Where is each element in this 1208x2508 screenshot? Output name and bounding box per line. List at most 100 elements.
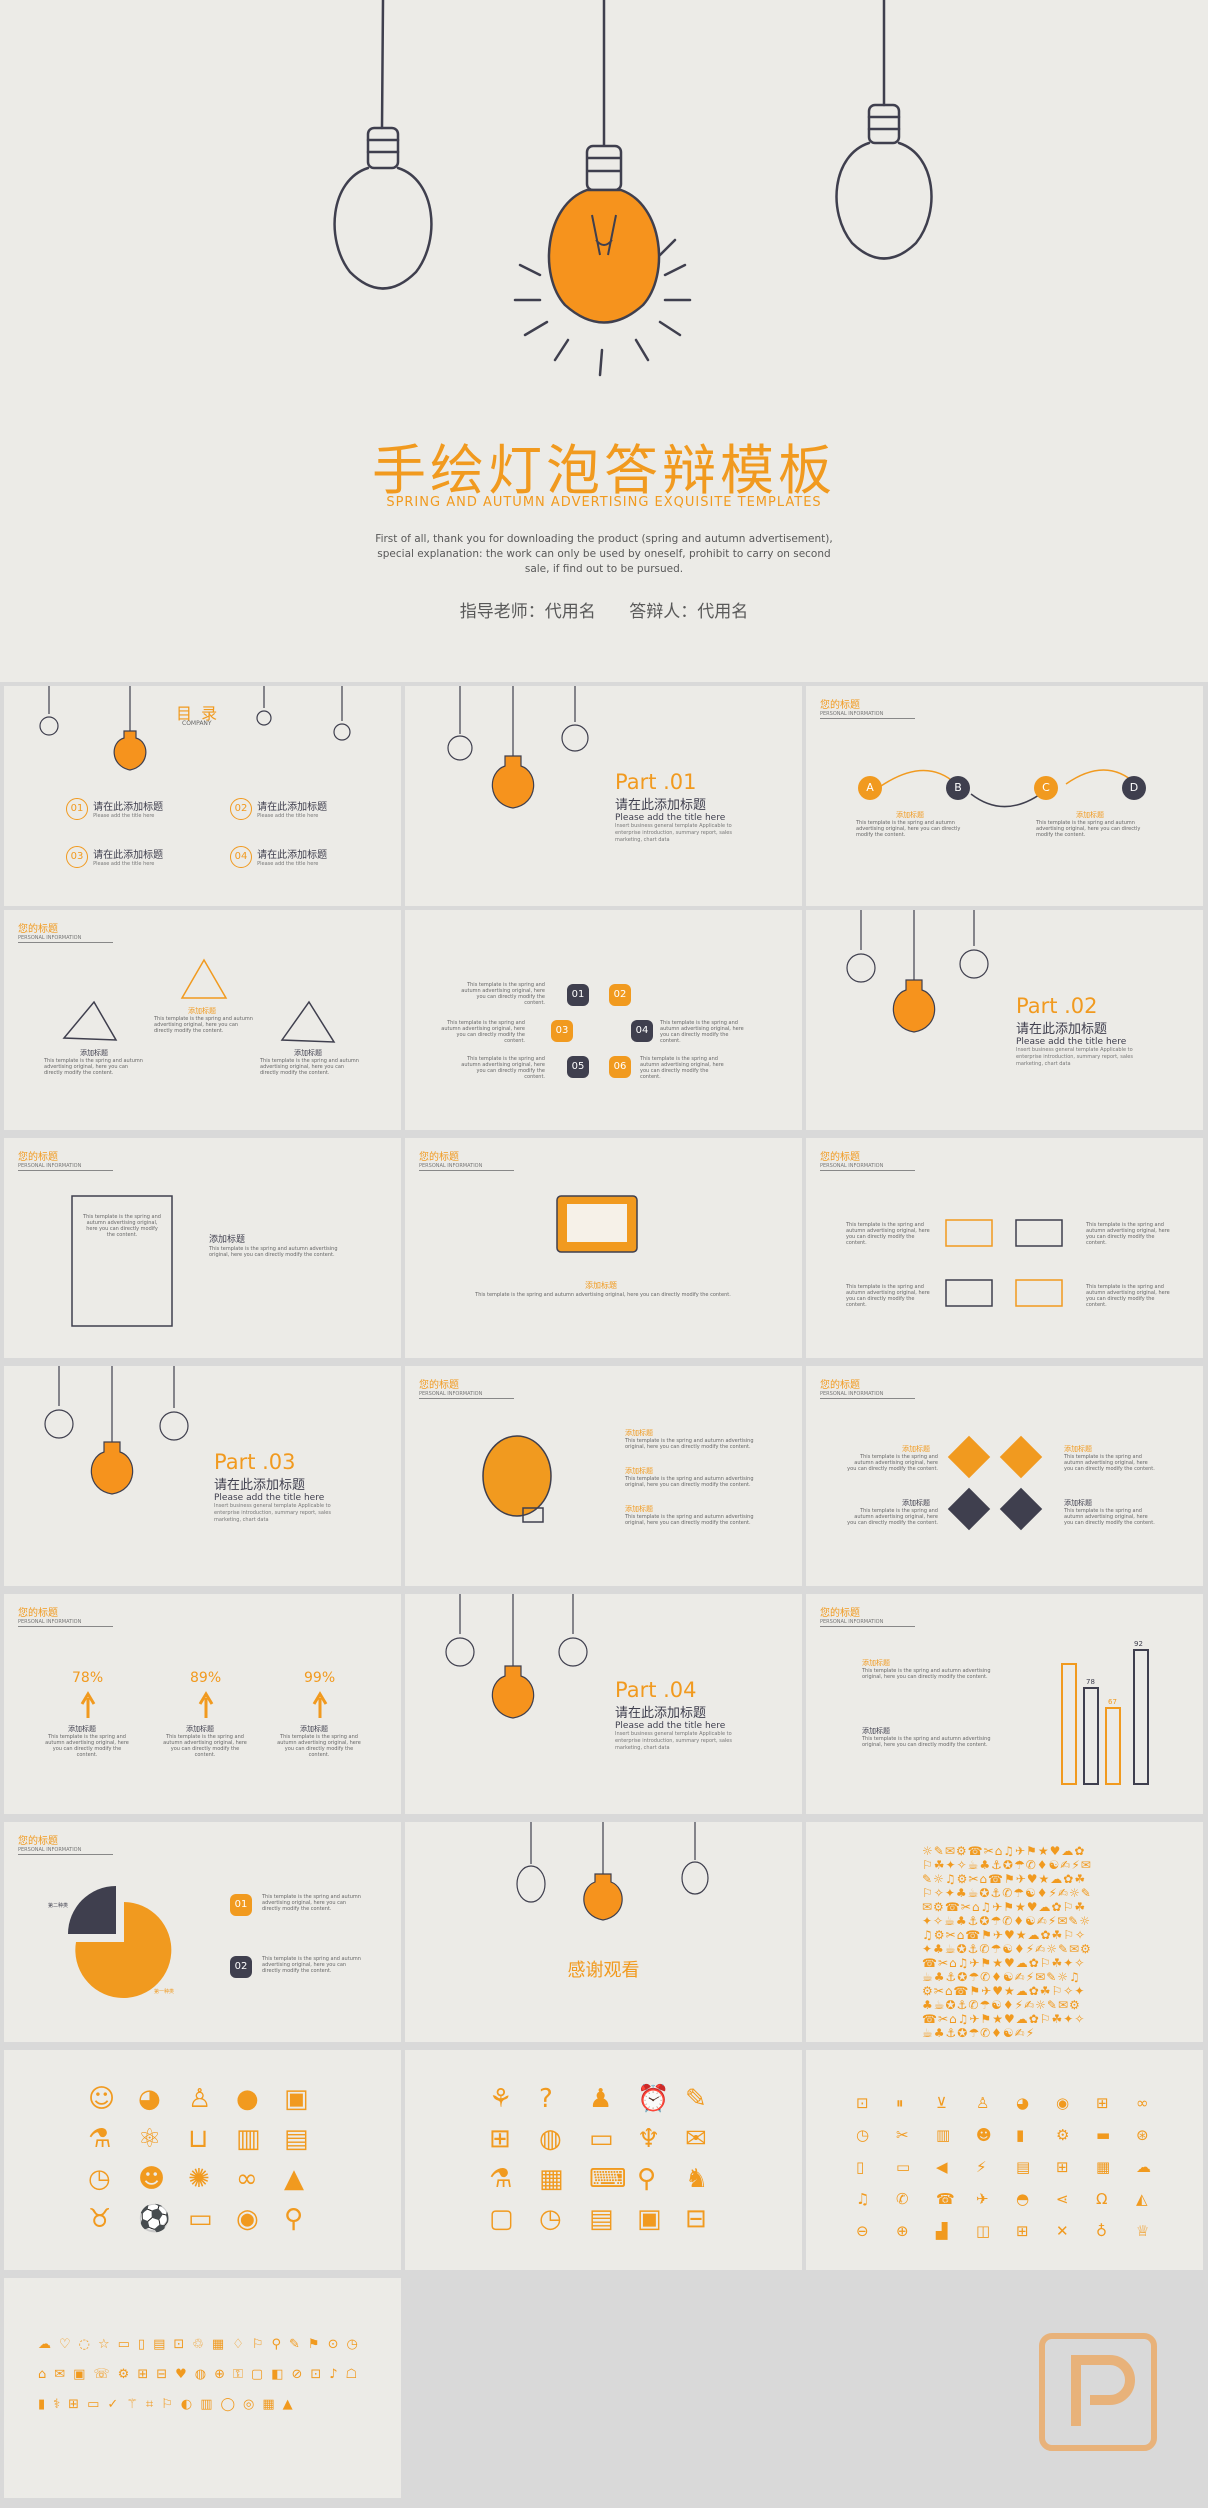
slide-toc[interactable]: 目 录 COMPANY 01 请在此添加标题 Please add the tit… [4,686,401,906]
owl2-icon: ◉ [236,2204,259,2234]
slide-pie[interactable]: 您的标题 PERSONAL INFORMATION 第二种类 第一种类 01 02… [4,1822,401,2042]
flow-node: D [1122,776,1146,800]
flow-node: A [858,776,882,800]
trash-icon: ▯ [856,2158,865,2176]
slide-icon-collage[interactable]: ☼✎✉⚙☎✂⌂♫✈⚑★♥☁✿⚐☘✦✧☕♣⚓✪☂✆♦☯✍⚡✉✎☼♫⚙✂⌂☎⚑✈♥★… [806,1822,1203,2042]
part-number: Part .03 [214,1450,296,1474]
user-icon: ♟ [589,2084,613,2114]
tube-icon: ⊔ [188,2124,209,2154]
flow-node: B [946,776,970,800]
slide-header: 您的标题 PERSONAL INFORMATION [820,1376,915,1399]
teacher-icon: ♙ [188,2084,212,2114]
slide-header: 您的标题 PERSONAL INFORMATION [18,920,113,943]
hero-subtitle: SPRING AND AUTUMN ADVERTISING EXQUISITE … [386,495,822,510]
grid-icon: ⊞ [1016,2222,1029,2240]
soccer-icon: ⚽ [138,2204,171,2234]
slide-icons-ui[interactable]: ⊡ ⏸ ⊻ ♙ ◕ ◉ ⊞ ∞ ◷ ✂ ▥ ☻ ▮ ⚙ ▬ ⊛ ▯ ▭ ◀ ⚡ … [806,2050,1203,2270]
slide-part-02[interactable]: Part .02 请在此添加标题 Please add the title he… [806,910,1203,1130]
head-icon: ☻ [138,2164,166,2194]
item-text: This template is the spring and autumn a… [640,1056,724,1080]
briefcase-icon: ▬ [1096,2126,1111,2144]
item-text: This template is the spring and autumn a… [83,1214,161,1238]
music-icon: ♫ [856,2190,870,2208]
slide-bulb-list[interactable]: 您的标题 PERSONAL INFORMATION 添加标题 This templ… [405,1366,802,1586]
slide-header: 您的标题 PERSONAL INFORMATION [820,1604,915,1627]
slide-triangles[interactable]: 您的标题 PERSONAL INFORMATION 添加标题 This templ… [4,910,401,1130]
slide-header: 您的标题 PERSONAL INFORMATION [18,1832,113,1855]
graduate-icon: ☺ [88,2084,116,2114]
lock-icon: ⊡ [856,2094,869,2112]
item-text: This template is the spring and autumn a… [660,1020,744,1044]
toc-item[interactable]: 01 请在此添加标题 Please add the title here [66,798,163,820]
flow-node: C [1034,776,1058,800]
item-title: 添加标题 [300,1725,328,1733]
slide-header: 您的标题 PERSONAL INFORMATION [820,1148,915,1171]
tools-icon: ✂ [896,2126,909,2144]
book-icon: ▤ [284,2124,309,2154]
item-text: This template is the spring and autumn a… [1086,1222,1170,1246]
bus-icon: ⊟ [685,2204,707,2234]
flow-label: 添加标题 [1076,811,1104,819]
bulbs-icon [516,1822,709,1921]
slide-bars[interactable]: 您的标题 PERSONAL INFORMATION 添加标题 This templ… [806,1594,1203,1814]
number-badge: 01 [567,984,589,1006]
share-icon: ⋖ [1056,2190,1069,2208]
slide-header: 您的标题 PERSONAL INFORMATION [820,696,915,719]
item-title: 添加标题 [902,1445,930,1453]
bulbs-icon [39,686,351,771]
slide-part-01[interactable]: Part .01 请在此添加标题 Please add the title he… [405,686,802,906]
slide-icons-outline[interactable]: ☁♡◌☆▭▯▤⊡♲▦♢⚐⚲✎⚑⊙◷⌂✉▣☏⚙⊞⊟♥◍⊕⚿▢◧⊘⊡♪☖▮⚕⊞▭✓⚚… [4,2278,401,2498]
clipboard-icon: ▦ [539,2164,564,2194]
toc-item[interactable]: 02 请在此添加标题 Please add the title here [230,798,327,820]
item-title: 添加标题 [862,1727,890,1735]
part-subtitle: Please add the title here [615,813,726,823]
slide-part-03[interactable]: Part .03 请在此添加标题 Please add the title he… [4,1366,401,1586]
slide-percent[interactable]: 您的标题 PERSONAL INFORMATION 78% 89% 99% 添加标… [4,1594,401,1814]
notebook-icon [71,1195,173,1327]
clock-icon: ◷ [856,2126,870,2144]
diamond-icons [947,1435,1043,1531]
watermark-logo [1039,2333,1157,2451]
toc-item[interactable]: 04 请在此添加标题 Please add the title here [230,846,327,868]
cart-icon: ⊻ [936,2094,947,2112]
item-title: 添加标题 [1064,1499,1092,1507]
bolt-icon: ⚡ [976,2158,987,2176]
slide-monitor[interactable]: 您的标题 PERSONAL INFORMATION 添加标题 This templ… [405,1138,802,1358]
chat-icon: ◓ [1016,2190,1030,2208]
palette-icon: ◕ [138,2084,161,2114]
item-text: This template is the spring and autumn a… [44,1058,143,1076]
pie-icon: ◕ [1016,2094,1030,2112]
slide-icons-education[interactable]: ☺ ◕ ♙ ● ▣ ⚗ ⚛ ⊔ ▥ ▤ ◷ ☻ ✺ ∞ ▲ ♉ ⚽ ▭ ◉ ⚲ [4,2050,401,2270]
item-title: 添加标题 [186,1725,214,1733]
item-text: This template is the spring and autumn a… [262,1894,361,1912]
question-icon: ? [539,2084,553,2114]
item-text: This template is the spring and autumn a… [461,982,545,1006]
item-title: 添加标题 [585,1281,617,1290]
slide-numbers[interactable]: 01 02 03 04 05 06 This template is the s… [405,910,802,1130]
slide-flow[interactable]: 您的标题 PERSONAL INFORMATION A B C D 添加标题 添加… [806,686,1203,906]
slide-thanks[interactable]: 感谢观看 [405,1822,802,2042]
pie-chart [68,1886,172,1998]
item-text: This template is the spring and autumn a… [846,1284,930,1308]
item-title: 添加标题 [625,1467,653,1475]
toc-item[interactable]: 03 请在此添加标题 Please add the title here [66,846,163,868]
toc-title: 目 录 [176,704,220,723]
gift-icon: ⊞ [1096,2094,1109,2112]
bulb-icon [482,1435,552,1523]
slide-diamonds[interactable]: 您的标题 PERSONAL INFORMATION 添加标题 This templ… [806,1366,1203,1586]
item-text: This template is the spring and autumn a… [45,1734,129,1758]
flow-text: This template is the spring and autumn a… [1036,820,1141,838]
slide-notebook[interactable]: 您的标题 PERSONAL INFORMATION This template i… [4,1138,401,1358]
item-title: 添加标题 [188,1007,216,1015]
clock-icon: ◷ [88,2164,111,2194]
arrow-icons [80,1691,328,1718]
part-number: Part .02 [1016,994,1098,1018]
item-title: 添加标题 [625,1505,653,1513]
link-icon: ∞ [1136,2094,1149,2112]
hero-description: First of all, thank you for downloading … [375,533,833,575]
slide-icons-office[interactable]: ⚘ ? ♟ ⏰ ✎ ⊞ ◍ ▭ ♆ ✉ ⚗ ▦ ⌨ ⚲ ♞ ▢ ◷ ▤ ▣ ⊟ [405,2050,802,2270]
slide-4cards[interactable]: 您的标题 PERSONAL INFORMATION This template i… [806,1138,1203,1358]
slide-part-04[interactable]: Part .04 请在此添加标题 Please add the title he… [405,1594,802,1814]
chart-icon: ◭ [1136,2190,1148,2208]
title-slide[interactable]: 手绘灯泡答辩模板 SPRING AND AUTUMN ADVERTISING E… [0,0,1208,682]
